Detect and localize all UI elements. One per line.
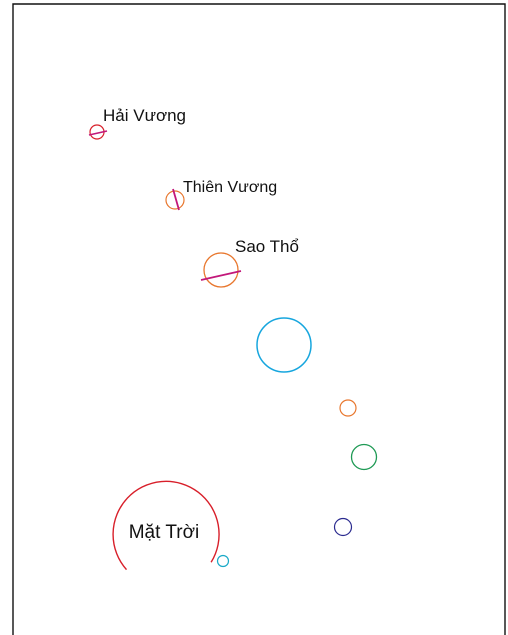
uranus-circle xyxy=(165,190,185,210)
uranus-label: Thiên Vương xyxy=(183,179,277,196)
jupiter-circle xyxy=(256,317,312,373)
earth-circle xyxy=(350,443,378,471)
mercury-circle xyxy=(216,554,230,568)
frame-border xyxy=(12,3,506,635)
saturn-label: Sao Thổ xyxy=(235,237,299,256)
neptune-ring xyxy=(88,130,108,136)
saturn-ring xyxy=(200,270,242,281)
neptune-label: Hải Vương xyxy=(103,106,186,125)
venus-circle xyxy=(333,517,353,537)
saturn-circle xyxy=(203,252,239,288)
uranus-ring xyxy=(172,188,180,211)
sun-label: Mặt Trời xyxy=(129,522,200,543)
mars-circle xyxy=(339,399,357,417)
sun-circle xyxy=(112,480,220,571)
